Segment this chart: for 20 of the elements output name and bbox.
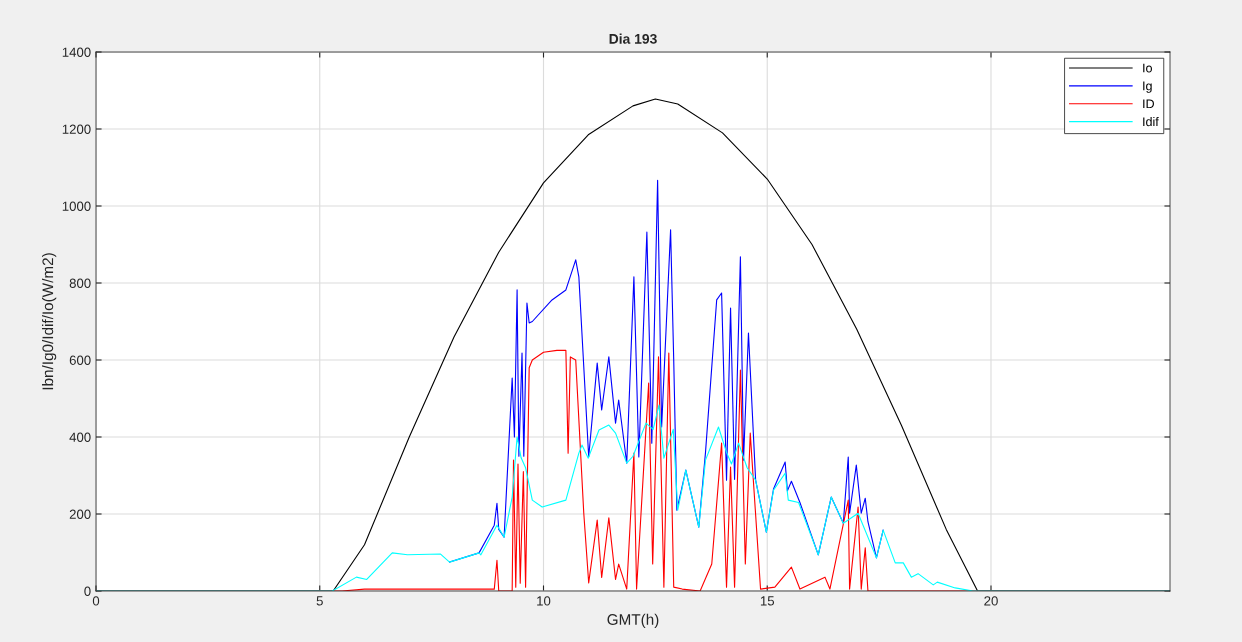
y-axis-title: Ibn/Ig0/Idif/Io(W/m2): [41, 253, 57, 390]
y-tick-label: 0: [84, 586, 91, 596]
x-tick-label: 10: [537, 596, 551, 606]
chart-title: Dia 193: [609, 33, 657, 44]
y-tick-label: 600: [69, 355, 91, 365]
y-tick-label: 1000: [62, 201, 91, 211]
legend-label: Io: [1143, 63, 1152, 73]
y-tick-label: 800: [69, 278, 91, 288]
x-tick-label: 15: [760, 596, 775, 606]
y-tick-label: 200: [69, 509, 91, 519]
x-tick-label: 0: [92, 596, 100, 606]
y-tick-label: 1400: [62, 47, 91, 57]
y-tick-label: 400: [69, 432, 91, 442]
x-tick-label: 5: [316, 596, 323, 606]
x-tick-label: 20: [984, 596, 998, 606]
legend-label: ID: [1143, 99, 1154, 109]
y-tick-label: 1200: [62, 124, 91, 134]
x-axis-title: GMT(h): [607, 613, 659, 628]
legend-label: Ig: [1143, 81, 1152, 93]
legend-label: Idif: [1143, 116, 1159, 127]
